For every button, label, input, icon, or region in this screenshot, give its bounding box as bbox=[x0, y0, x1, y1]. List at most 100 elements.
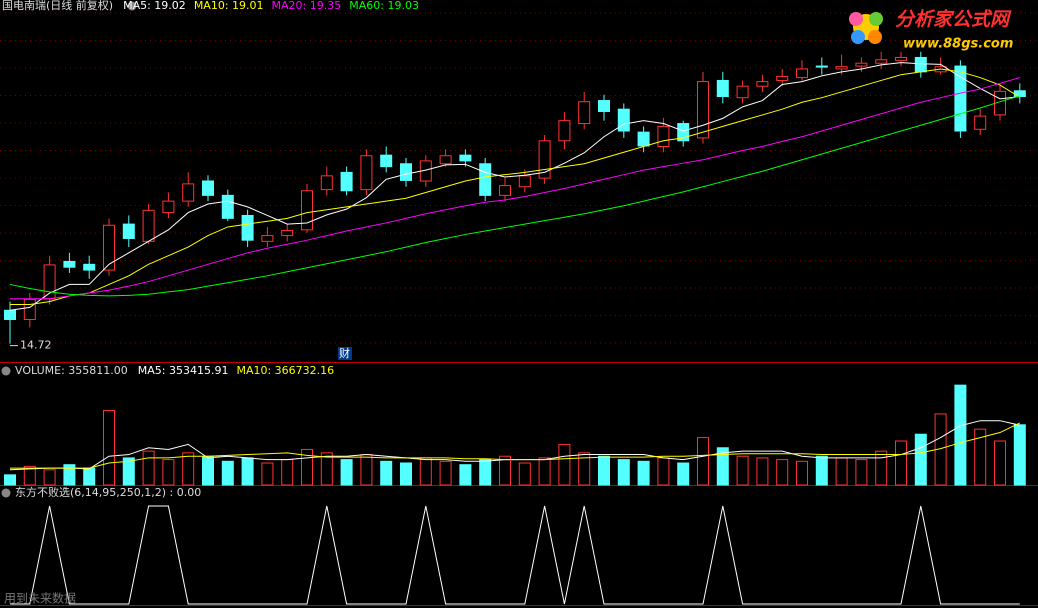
volume-bar bbox=[657, 457, 670, 486]
candle-body bbox=[974, 115, 987, 130]
volume-bar bbox=[4, 474, 16, 486]
candle-body bbox=[538, 140, 551, 179]
candle-body bbox=[83, 263, 96, 271]
volume-bar bbox=[162, 459, 175, 486]
volume-bar bbox=[122, 457, 135, 486]
candle-body bbox=[895, 56, 907, 61]
volume-bar bbox=[43, 469, 56, 486]
legend-item: MA5: 19.02 bbox=[123, 0, 186, 12]
volume-bar bbox=[459, 464, 472, 486]
candle-body bbox=[716, 79, 729, 98]
volume-bar bbox=[380, 460, 393, 486]
volume-bar bbox=[796, 460, 808, 486]
candle-body bbox=[736, 85, 749, 99]
candle-body bbox=[4, 309, 16, 320]
min-label: 14.72 bbox=[20, 339, 52, 352]
menu-icon[interactable] bbox=[1, 366, 11, 376]
legend-item: MA5: 353415.91 bbox=[138, 364, 229, 377]
volume-bar bbox=[716, 447, 729, 486]
volume-bar bbox=[499, 455, 511, 486]
volume-bar bbox=[400, 462, 412, 486]
volume-bar bbox=[558, 443, 571, 486]
volume-bar bbox=[954, 384, 967, 486]
volume-bar bbox=[340, 459, 353, 486]
candle-body bbox=[281, 229, 294, 237]
volume-bar bbox=[677, 462, 690, 486]
volume-bar bbox=[875, 450, 888, 486]
candle-body bbox=[657, 125, 670, 148]
candle-body bbox=[380, 154, 393, 168]
candle-body bbox=[558, 120, 571, 142]
volume-bar bbox=[281, 459, 294, 486]
volume-bar bbox=[439, 460, 452, 486]
ma-line bbox=[10, 77, 1020, 300]
logo: 分析家公式网 www.88gs.com bbox=[849, 9, 1013, 52]
panel-title: VOLUME: 355811.00 bbox=[15, 364, 128, 377]
volume-bar bbox=[974, 428, 987, 486]
volume-bar bbox=[360, 454, 373, 486]
volume-bar bbox=[538, 457, 551, 486]
candle-body bbox=[241, 214, 254, 241]
candle-body bbox=[756, 81, 769, 87]
candle-body bbox=[182, 183, 195, 202]
volume-bar bbox=[479, 459, 492, 486]
candle-body bbox=[360, 155, 373, 191]
candle-body bbox=[122, 223, 135, 239]
volume-bar bbox=[835, 457, 848, 486]
panel-title: 东方不败选(6,14,95,250,1,2) : 0.00 bbox=[15, 485, 201, 499]
volume-bar bbox=[23, 465, 36, 486]
logo-url: www.88gs.com bbox=[903, 37, 1013, 52]
legend-item: MA10: 366732.16 bbox=[236, 364, 334, 377]
candle-body bbox=[202, 180, 214, 196]
candle-body bbox=[301, 190, 313, 231]
candle-body bbox=[598, 100, 610, 112]
annotation: 财 bbox=[339, 346, 350, 360]
volume-bar bbox=[63, 464, 76, 486]
candle-body bbox=[43, 264, 56, 300]
candle-body bbox=[875, 59, 888, 64]
watermark: 用到未来数据 bbox=[4, 591, 76, 606]
legend-item: MA10: 19.01 bbox=[194, 0, 264, 12]
indicator-line bbox=[10, 505, 1020, 605]
volume-bar bbox=[202, 455, 214, 486]
candle-body bbox=[221, 194, 234, 219]
volume-bar bbox=[914, 433, 927, 486]
volume-bar bbox=[756, 457, 769, 486]
volume-bar bbox=[697, 437, 709, 486]
candle-body bbox=[479, 163, 492, 196]
volume-bar bbox=[241, 457, 254, 486]
candle-body bbox=[835, 66, 848, 70]
volume-bar bbox=[182, 452, 195, 486]
volume-bar bbox=[855, 459, 868, 486]
candle-body bbox=[400, 163, 412, 181]
candle-body bbox=[796, 68, 808, 79]
volume-bar bbox=[598, 455, 610, 486]
candle-body bbox=[320, 175, 333, 191]
menu-icon[interactable] bbox=[1, 488, 11, 498]
candle-body bbox=[340, 171, 353, 192]
panel-title: 国电南瑞(日线 前复权) bbox=[2, 0, 113, 12]
volume-bar bbox=[142, 450, 155, 486]
volume-bar bbox=[518, 462, 531, 486]
annotation-box bbox=[338, 347, 352, 360]
candle-body bbox=[518, 175, 531, 188]
legend-item: MA20: 19.35 bbox=[272, 0, 342, 12]
candle-body bbox=[103, 224, 115, 271]
candle-body bbox=[914, 56, 927, 73]
candle-body bbox=[23, 298, 36, 320]
menu-icon[interactable] bbox=[127, 1, 137, 11]
candle-body bbox=[677, 123, 690, 142]
candle-body bbox=[439, 155, 452, 165]
volume-bar bbox=[994, 440, 1006, 486]
candle-body bbox=[954, 65, 967, 132]
volume-bar bbox=[736, 455, 749, 486]
candle-body bbox=[815, 65, 828, 68]
candle-body bbox=[499, 185, 511, 196]
volume-bar bbox=[103, 410, 115, 486]
ma-line bbox=[9, 95, 1020, 297]
candle-body bbox=[697, 81, 709, 139]
volume-bar bbox=[617, 459, 630, 486]
candle-body bbox=[261, 235, 274, 242]
volume-bar bbox=[301, 448, 313, 486]
